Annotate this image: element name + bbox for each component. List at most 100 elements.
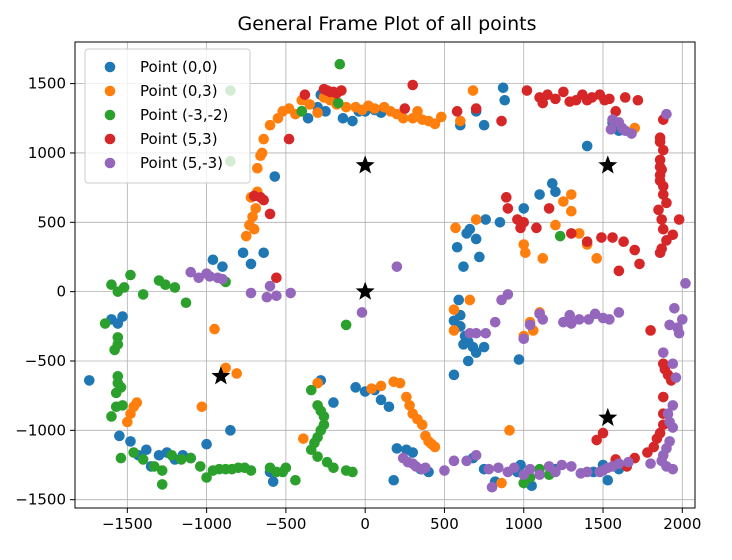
data-point	[114, 430, 125, 442]
data-point	[581, 140, 593, 152]
data-point	[619, 92, 631, 103]
data-point	[542, 89, 553, 101]
legend-marker	[104, 85, 116, 97]
data-point	[618, 236, 629, 248]
data-point	[664, 436, 675, 447]
data-point	[137, 289, 149, 300]
data-point	[451, 241, 463, 253]
data-point	[252, 162, 263, 174]
data-point	[185, 452, 197, 464]
data-point	[391, 261, 403, 272]
legend-box	[84, 48, 251, 184]
data-point	[250, 203, 262, 214]
data-point	[429, 118, 441, 130]
data-point	[656, 214, 668, 225]
data-point	[332, 97, 344, 109]
data-point	[305, 444, 317, 456]
legend-marker	[104, 109, 116, 121]
data-point	[501, 192, 512, 203]
data-point	[83, 375, 95, 386]
legend-label: Point (-3,-2)	[140, 106, 228, 124]
data-point	[117, 311, 128, 322]
data-point	[470, 347, 482, 358]
data-point	[667, 358, 679, 370]
data-point	[550, 93, 561, 105]
legend-marker	[104, 157, 116, 169]
data-point	[645, 325, 656, 336]
y-tick-label: −1500	[15, 491, 66, 509]
data-point	[558, 86, 569, 98]
data-point	[194, 461, 206, 472]
data-point	[550, 466, 561, 478]
data-point	[480, 214, 491, 225]
data-point	[394, 377, 406, 389]
data-point	[420, 462, 431, 474]
data-point	[534, 469, 545, 481]
data-point	[169, 282, 181, 293]
data-point	[478, 119, 490, 131]
grid	[75, 42, 695, 508]
data-point	[489, 316, 501, 328]
data-point	[496, 115, 507, 127]
data-point	[450, 222, 461, 234]
data-point	[312, 107, 323, 119]
legend-label: Point (0,3)	[140, 82, 218, 100]
data-point	[193, 272, 204, 284]
data-point	[141, 444, 152, 456]
data-point	[534, 189, 545, 200]
data-point	[258, 133, 269, 145]
data-point	[508, 462, 520, 474]
data-point	[623, 456, 634, 468]
data-point	[566, 189, 577, 200]
data-point	[629, 244, 641, 256]
data-point	[581, 236, 593, 248]
data-point	[645, 458, 656, 469]
data-point	[256, 147, 268, 159]
data-point	[261, 291, 273, 303]
data-point	[657, 144, 669, 156]
data-point	[125, 436, 136, 447]
data-point	[564, 309, 576, 321]
data-point	[626, 128, 637, 139]
data-point	[305, 384, 317, 396]
plot-frame	[74, 41, 696, 509]
data-point	[269, 171, 281, 182]
data-point	[664, 416, 675, 428]
chart-title: General Frame Plot of all points	[238, 13, 537, 35]
data-point	[283, 133, 295, 145]
star-marker	[211, 366, 231, 385]
data-point	[596, 232, 607, 243]
data-point	[217, 273, 228, 285]
data-point	[651, 433, 663, 444]
data-point	[106, 279, 117, 291]
data-point	[607, 114, 618, 125]
legend-marker	[104, 61, 116, 73]
data-point	[166, 449, 178, 461]
data-point	[312, 377, 323, 389]
x-tick-label: 2000	[663, 515, 701, 533]
star-marker	[355, 155, 375, 174]
data-point	[502, 203, 514, 214]
data-point	[320, 106, 331, 117]
data-point	[661, 108, 672, 120]
data-point	[407, 79, 419, 91]
data-point	[554, 230, 566, 242]
data-point	[566, 228, 577, 239]
data-point	[271, 272, 282, 284]
data-point	[524, 463, 536, 475]
data-point	[448, 369, 460, 381]
data-point	[401, 391, 412, 403]
data-point	[122, 416, 133, 428]
data-point	[280, 462, 292, 474]
series-1	[122, 85, 641, 489]
y-tick-label: 1500	[28, 75, 66, 93]
series-3	[248, 79, 685, 472]
data-point	[573, 228, 585, 239]
data-point	[318, 411, 330, 422]
data-point	[558, 196, 569, 207]
data-point	[248, 223, 260, 235]
data-point	[524, 319, 536, 331]
data-point	[356, 307, 368, 318]
data-point	[298, 433, 309, 444]
data-point	[680, 278, 691, 289]
